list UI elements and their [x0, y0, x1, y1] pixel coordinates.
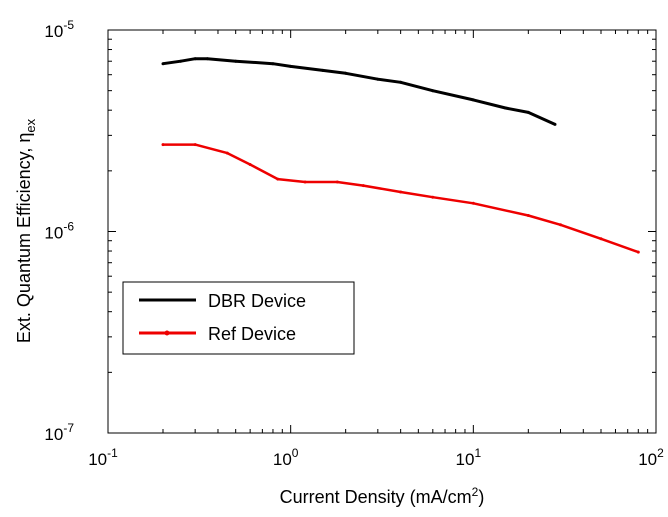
data-point-ref-device: [431, 195, 435, 199]
data-point-dbr-device: [553, 122, 557, 126]
plot-frame: [107, 29, 657, 434]
data-point-ref-device: [636, 250, 640, 254]
data-point-ref-device: [399, 190, 403, 194]
legend: DBR Device Ref Device: [122, 281, 355, 355]
data-point-dbr-device: [376, 77, 380, 81]
data-point-ref-device: [225, 151, 229, 155]
legend-label-dbr-device: DBR Device: [208, 291, 306, 311]
data-point-ref-device: [335, 180, 339, 184]
x-tick-label: 102: [638, 446, 664, 469]
data-point-dbr-device: [321, 68, 325, 72]
legend-label-ref-device: Ref Device: [208, 324, 296, 344]
y-tick-label: 10-6: [44, 220, 74, 243]
data-point-ref-device: [559, 223, 562, 227]
legend-marker-ref-device: [164, 330, 170, 336]
x-tick-label: 10-1: [88, 446, 118, 469]
y-axis-label: Ext. Quantum Efficiency, ηex: [14, 118, 38, 343]
y-tick-label: 10-7: [44, 421, 74, 444]
data-point-ref-device: [303, 180, 307, 184]
data-point-ref-device: [276, 177, 280, 181]
data-point-dbr-device: [344, 71, 348, 75]
x-tick-label: 101: [456, 446, 482, 469]
data-point-ref-device: [248, 163, 252, 166]
data-point-ref-device: [161, 143, 165, 147]
data-point-dbr-device: [179, 59, 183, 63]
data-point-dbr-device: [271, 62, 275, 66]
data-point-dbr-device: [399, 80, 403, 84]
series-layer: [161, 57, 640, 254]
series-line-ref-device: [163, 143, 639, 254]
tick-layer: 10-1 100 101 102 10-7 10-6 10-5: [44, 18, 664, 469]
data-point-dbr-device: [205, 57, 209, 61]
data-point-ref-device: [599, 237, 603, 241]
y-tick-label: 10-5: [44, 18, 74, 41]
data-point-dbr-device: [193, 57, 197, 61]
legend-box: [122, 281, 355, 355]
data-point-ref-device: [361, 184, 365, 188]
data-point-dbr-device: [471, 98, 475, 102]
data-point-dbr-device: [289, 64, 293, 68]
data-point-dbr-device: [526, 110, 530, 114]
data-point-ref-device: [193, 143, 197, 147]
x-axis-label: Current Density (mA/cm2): [280, 485, 485, 507]
x-tick-label: 100: [273, 446, 299, 469]
data-point-ref-device: [526, 214, 530, 217]
data-point-dbr-device: [234, 59, 238, 63]
series-line-dbr-device: [162, 57, 556, 126]
data-point-dbr-device: [161, 62, 165, 66]
data-point-dbr-device: [504, 106, 507, 110]
data-point-dbr-device: [431, 89, 435, 93]
data-point-ref-device: [471, 201, 475, 205]
